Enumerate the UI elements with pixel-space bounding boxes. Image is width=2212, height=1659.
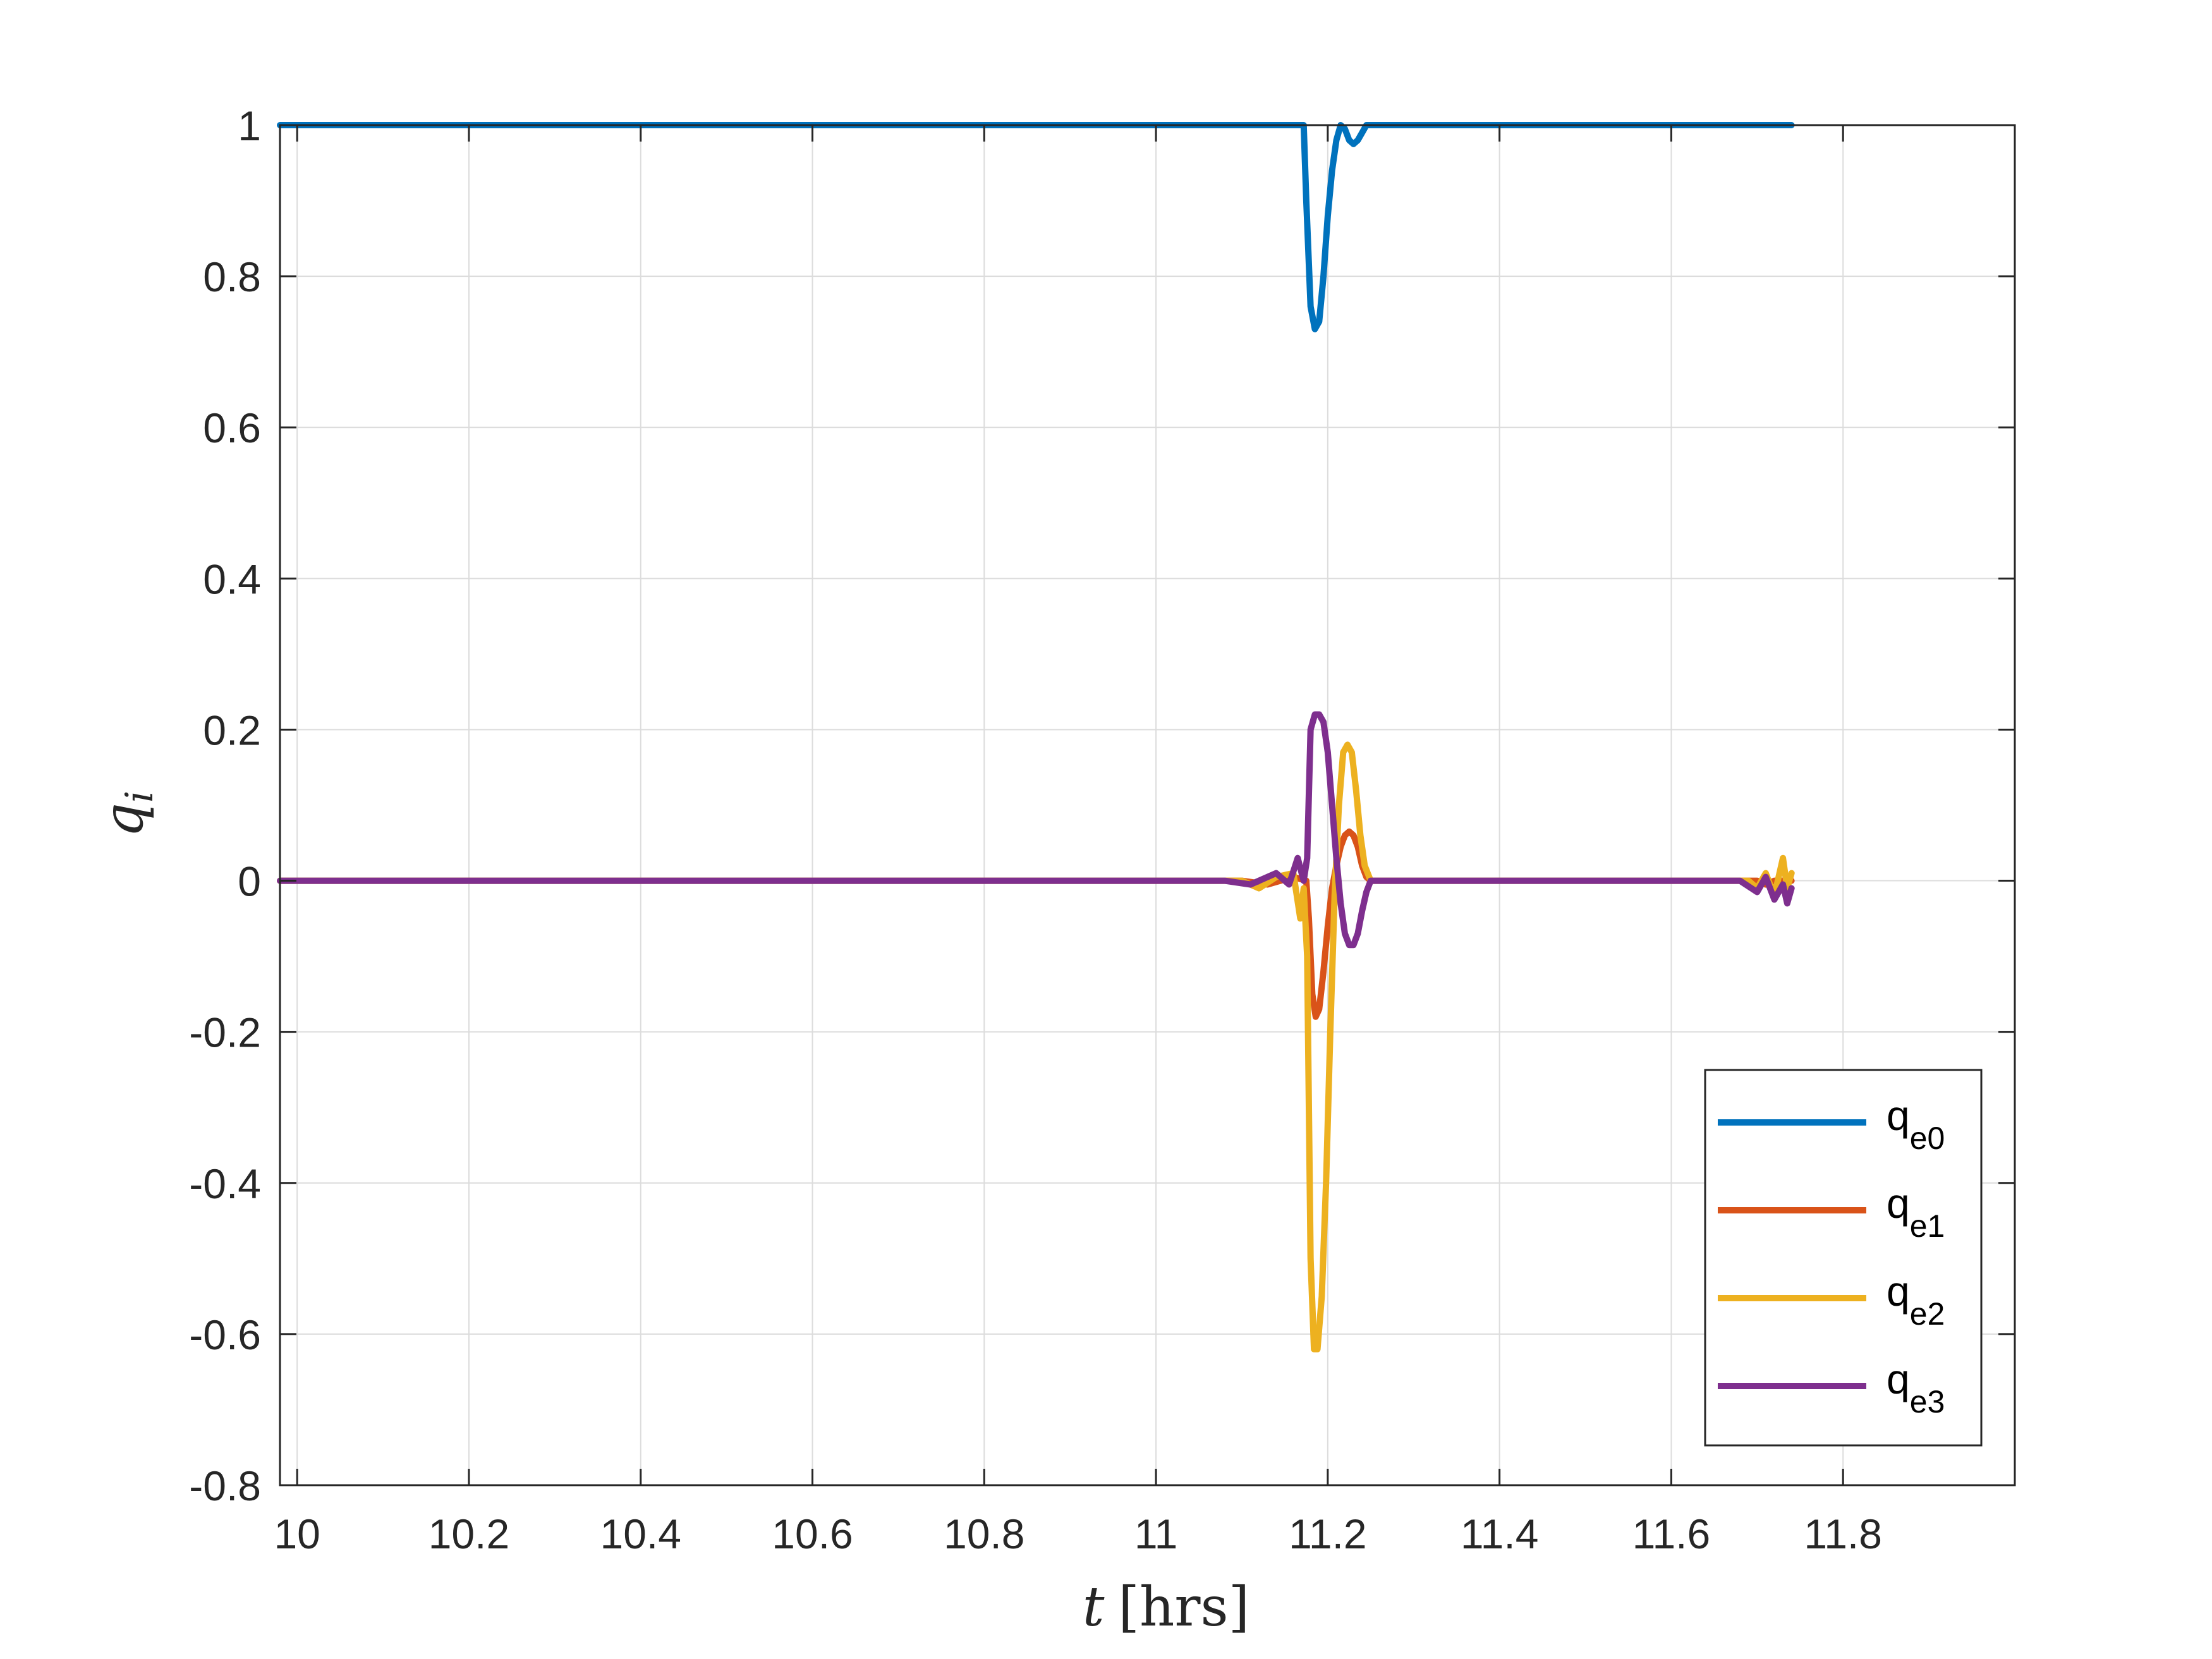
y-tick-label: -0.2 [189,1009,261,1056]
axes-box [279,124,2016,1486]
legend-label-e3: qe3 [1887,1356,1945,1419]
y-tick-label: -0.4 [189,1160,261,1207]
y-tick-label: 1 [238,102,261,149]
y-tick-label: 0.8 [203,253,261,300]
x-tick-label: 11 [1134,1510,1178,1557]
y-axis-label: qi [92,791,162,837]
x-tick-label: 10 [274,1510,320,1557]
legend-entries: qe0 qe1 qe2 qe3 [1718,1092,1945,1419]
y-tick-label: -0.8 [189,1462,261,1509]
y-tick-label: 0.6 [203,404,261,451]
y-tick-label: 0.4 [203,556,261,602]
y-tick-label: 0 [238,858,261,905]
x-tick-label: 11.6 [1632,1510,1711,1557]
tick-labels: 10 10.2 10.4 10.6 10.8 11 11.2 11.4 11.6 11.810.8… [189,102,1882,1557]
y-tick-label: 0.2 [203,707,261,753]
x-tick-label: 10.2 [428,1510,509,1557]
legend-label-e1: qe1 [1887,1180,1945,1244]
x-tick-label: 11.8 [1804,1510,1882,1557]
legend-label-e2: qe2 [1887,1268,1945,1332]
x-tick-label: 11.2 [1289,1510,1367,1557]
x-tick-label: 11.4 [1461,1510,1539,1557]
x-tick-label: 10.4 [600,1510,681,1557]
series-line-e0 [277,122,1795,332]
series-layer [277,122,1795,1352]
legend-label-e0: qe0 [1887,1092,1945,1156]
series-line-e3 [277,711,1795,949]
legend: qe0 qe1 qe2 qe3 [1704,1069,1983,1447]
tick-marks [280,124,2015,1486]
x-axis-label: t [hrs] [1083,1576,1249,1639]
x-tick-label: 10.6 [772,1510,853,1557]
y-tick-label: -0.6 [189,1311,261,1358]
x-tick-label: 10.8 [944,1510,1024,1557]
